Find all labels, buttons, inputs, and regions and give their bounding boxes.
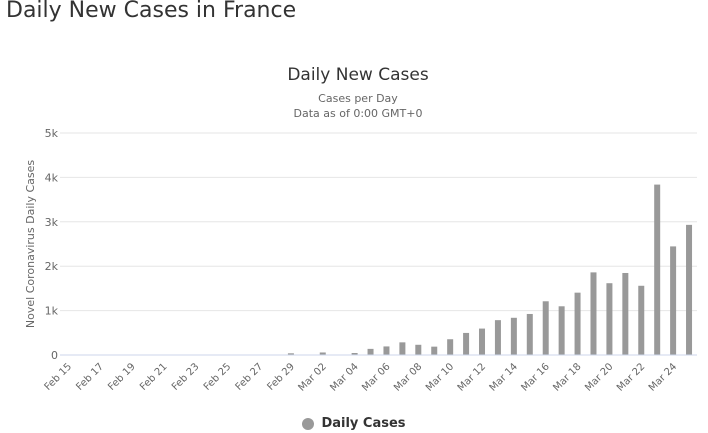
y-tick-label: 4k bbox=[45, 171, 59, 184]
y-tick-label: 2k bbox=[45, 260, 59, 273]
page-heading: Daily New Cases in France bbox=[6, 0, 297, 23]
bar[interactable] bbox=[415, 344, 422, 355]
bar[interactable] bbox=[558, 306, 565, 355]
bar[interactable] bbox=[494, 320, 501, 355]
bar[interactable] bbox=[351, 353, 358, 355]
legend[interactable]: Daily Cases bbox=[0, 416, 708, 431]
y-axis-ticks: 0 1k 2k 3k 4k 5k bbox=[45, 127, 59, 362]
bar[interactable] bbox=[622, 272, 629, 355]
chart-title: Daily New Cases bbox=[287, 65, 429, 85]
bar[interactable] bbox=[383, 346, 390, 355]
bar[interactable] bbox=[287, 353, 294, 355]
x-tick-label: Feb 27 bbox=[234, 361, 266, 393]
y-axis-title: Novel Coronavirus Daily Cases bbox=[24, 160, 37, 328]
x-axis-ticks: Feb 15 Feb 17 Feb 19 Feb 21 Feb 23 Feb 25 Feb … bbox=[43, 361, 680, 393]
x-tick-label: Feb 19 bbox=[106, 361, 138, 393]
x-tick-label: Mar 16 bbox=[519, 361, 551, 393]
bar[interactable] bbox=[590, 272, 597, 355]
bar[interactable] bbox=[510, 317, 517, 355]
legend-label: Daily Cases bbox=[321, 416, 406, 431]
y-tick-label: 1k bbox=[45, 305, 59, 318]
bar[interactable] bbox=[463, 332, 470, 355]
x-tick-label: Mar 24 bbox=[647, 361, 679, 393]
x-tick-label: Mar 22 bbox=[615, 361, 647, 393]
grid-lines bbox=[60, 132, 697, 312]
x-tick-label: Mar 02 bbox=[297, 361, 329, 393]
chart-subtitle: Cases per Day bbox=[318, 92, 398, 105]
bar[interactable] bbox=[606, 283, 613, 355]
chart-subtitle-date: Data as of 0:00 GMT+0 bbox=[294, 107, 423, 120]
y-tick-label: 0 bbox=[51, 349, 58, 362]
bar[interactable] bbox=[638, 285, 645, 355]
bar[interactable] bbox=[654, 184, 661, 355]
bar[interactable] bbox=[542, 301, 549, 355]
x-tick-label: Mar 20 bbox=[583, 361, 615, 393]
bar[interactable] bbox=[367, 348, 374, 355]
bars bbox=[287, 184, 693, 355]
x-tick-label: Mar 10 bbox=[424, 361, 456, 393]
bar[interactable] bbox=[431, 346, 438, 355]
x-tick-label: Feb 17 bbox=[74, 361, 106, 393]
bar[interactable] bbox=[319, 352, 326, 355]
bar[interactable] bbox=[479, 328, 486, 355]
x-tick-label: Mar 04 bbox=[328, 361, 360, 393]
x-tick-label: Mar 06 bbox=[360, 361, 392, 393]
bar[interactable] bbox=[447, 339, 454, 355]
x-tick-label: Feb 29 bbox=[265, 361, 297, 393]
x-tick-label: Feb 21 bbox=[138, 361, 170, 393]
x-tick-label: Feb 23 bbox=[170, 361, 202, 393]
bar[interactable] bbox=[526, 313, 533, 355]
x-tick-label: Mar 14 bbox=[488, 361, 520, 393]
x-tick-label: Feb 15 bbox=[43, 361, 75, 393]
bar[interactable] bbox=[670, 246, 677, 355]
x-tick-label: Mar 18 bbox=[551, 361, 583, 393]
bar[interactable] bbox=[399, 342, 406, 355]
y-tick-label: 3k bbox=[45, 216, 59, 229]
legend-marker bbox=[302, 417, 315, 430]
x-tick-label: Mar 08 bbox=[392, 361, 424, 393]
y-tick-label: 5k bbox=[45, 127, 59, 140]
bar[interactable] bbox=[686, 224, 693, 355]
bar[interactable] bbox=[574, 292, 581, 355]
x-tick-label: Mar 12 bbox=[456, 361, 488, 393]
x-tick-label: Feb 25 bbox=[202, 361, 234, 393]
